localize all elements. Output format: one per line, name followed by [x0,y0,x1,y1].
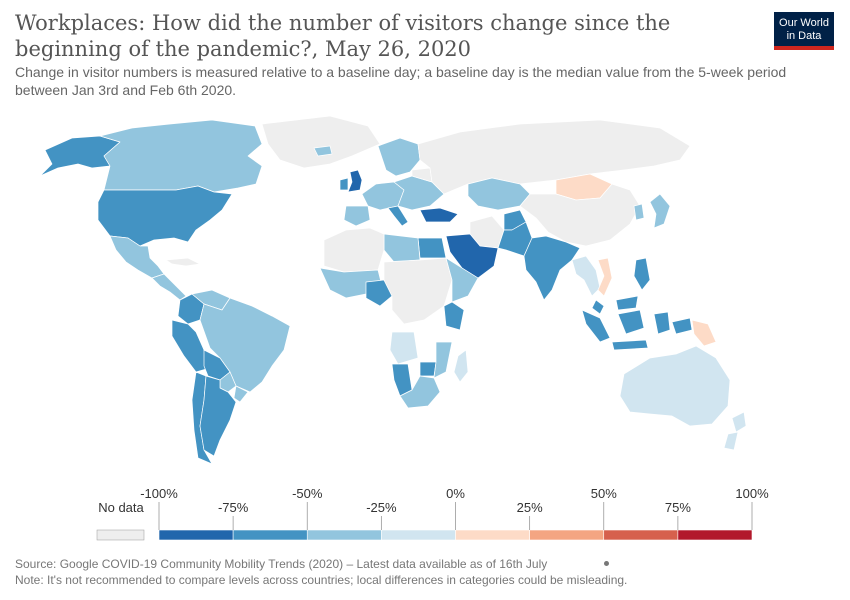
region-mexico[interactable] [109,235,165,279]
region-argentina[interactable] [199,375,237,457]
logo-line-2: in Data [786,30,822,42]
region-indonesia[interactable] [581,309,693,351]
world-map [0,110,850,480]
region-southeast-asia[interactable] [571,255,601,297]
region-libya[interactable] [383,233,421,263]
region-united-kingdom[interactable] [347,169,363,193]
legend-tick-label: -100% [140,486,178,501]
region-madagascar[interactable] [453,349,469,383]
legend-bin[interactable] [306,529,382,541]
legend-no-data: No data [96,500,145,541]
region-greenland[interactable] [261,115,381,169]
legend-tick-label: -75% [218,500,249,515]
separator-dot [604,561,609,566]
region-angola[interactable] [389,331,419,365]
region-alaska[interactable] [39,135,121,177]
legend-no-data-label: No data [98,500,144,515]
legend-tick-label: 0% [446,486,465,501]
region-canada[interactable] [99,119,263,193]
region-china[interactable] [519,183,641,247]
region-kenya[interactable] [443,301,465,331]
region-brazil[interactable] [199,297,291,393]
region-uruguay[interactable] [233,385,249,403]
legend-tick-label: 25% [517,500,543,515]
legend-bin[interactable] [232,529,308,541]
region-turkey[interactable] [419,207,459,223]
legend-bins [158,529,753,541]
logo-line-1: Our World [779,17,829,29]
region-north-africa-west[interactable] [323,227,385,273]
legend-bin[interactable] [603,529,679,541]
legend-bin[interactable] [677,529,753,541]
legend-tick-label: 100% [735,486,769,501]
source-note: Source: Google COVID-19 Community Mobili… [15,557,548,571]
legend-tick-label: 75% [665,500,691,515]
region-scandinavia[interactable] [377,137,421,177]
region-united-states[interactable] [97,185,233,247]
legend-bin[interactable] [381,529,456,541]
region-philippines[interactable] [633,257,651,291]
region-zimbabwe[interactable] [419,361,437,377]
legend-no-data-swatch [96,529,145,541]
region-cuba[interactable] [165,257,201,267]
legend-ticks: -100% -50% 0% 50% 100% -75% -25% 25% 75% [140,486,769,530]
disclaimer-note: Note: It's not recommended to compare le… [15,573,628,587]
legend-tick-label: -50% [292,486,323,501]
region-iceland[interactable] [313,145,333,157]
region-papua-new-guinea[interactable] [691,319,717,347]
legend-tick-label: 50% [591,486,617,501]
legend-bin[interactable] [158,529,234,541]
color-legend: No data -100% -50% 0% 50% 100% -75% -25% 25% 75% [0,480,850,550]
region-italy[interactable] [387,205,409,227]
region-south-africa[interactable] [399,375,441,409]
region-central-america[interactable] [151,273,187,301]
region-mozambique[interactable] [433,341,453,379]
region-ireland[interactable] [339,177,349,191]
region-new-zealand[interactable] [723,411,747,451]
region-saudi-arabia[interactable] [445,233,499,279]
region-india[interactable] [523,235,581,301]
region-east-africa[interactable] [445,257,479,303]
region-vietnam[interactable] [597,257,613,297]
region-malaysia[interactable] [591,295,639,315]
chart-subtitle: Change in visitor numbers is measured re… [15,64,787,98]
region-spain[interactable] [343,205,371,227]
owid-logo[interactable]: Our World in Data [774,12,834,50]
chart-title: Workplaces: How did the number of visito… [15,11,671,61]
footer: Source: Google COVID-19 Community Mobili… [15,556,627,588]
region-korea[interactable] [633,203,645,221]
region-japan[interactable] [649,193,671,229]
legend-tick-label: -25% [366,500,397,515]
legend-bin[interactable] [529,529,605,541]
region-nigeria[interactable] [365,279,393,307]
region-russia[interactable] [417,119,691,195]
region-central-africa[interactable] [383,257,453,325]
region-australia[interactable] [619,345,731,427]
legend-bin[interactable] [455,529,530,541]
region-egypt[interactable] [417,237,447,259]
